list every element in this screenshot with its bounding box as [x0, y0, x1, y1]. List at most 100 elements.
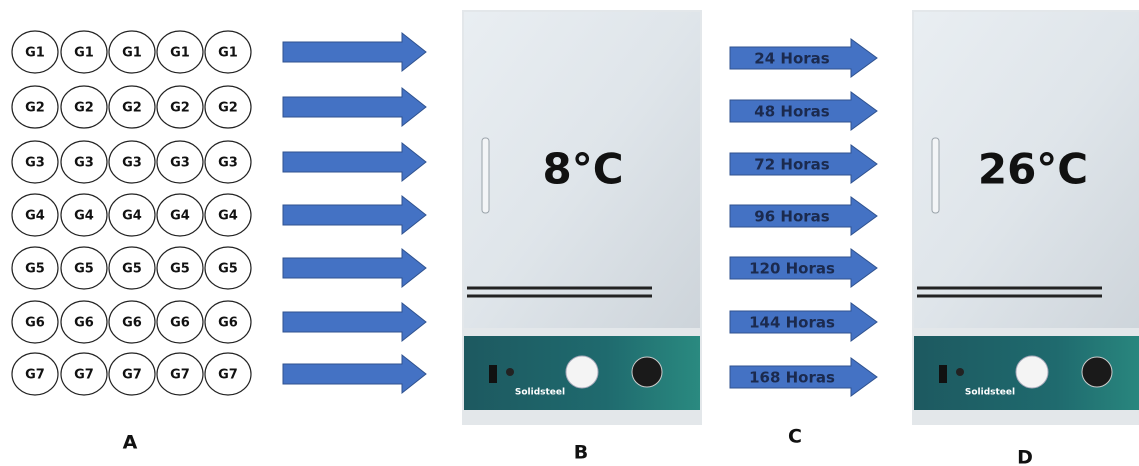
group-label: G1: [25, 46, 45, 61]
gauge: [1016, 356, 1048, 388]
group-label: G1: [122, 46, 142, 61]
group-label: G6: [25, 316, 45, 331]
group-label: G2: [218, 101, 238, 116]
brand: Solidsteel: [515, 388, 565, 398]
group-label: G3: [170, 156, 190, 171]
group-circle: G4: [205, 194, 251, 236]
time-label: 24 Horas: [754, 50, 829, 68]
temperature: 8°C: [542, 145, 623, 194]
group-label: G1: [218, 46, 238, 61]
group-circle: G4: [109, 194, 155, 236]
group-label: G7: [74, 368, 94, 383]
group-circle: G1: [205, 31, 251, 73]
group-circle: G5: [109, 247, 155, 289]
group-circle: G3: [61, 141, 107, 183]
group-circle: G3: [12, 141, 58, 183]
time-label: 72 Horas: [754, 156, 829, 174]
group-label: G2: [25, 101, 45, 116]
group-label: G3: [218, 156, 238, 171]
door-handle: [932, 138, 939, 213]
brand: Solidsteel: [965, 388, 1015, 398]
arrow: [283, 303, 426, 341]
diagram: G1 G1 G1 G1 G1 G2 G2 G2 G2 G2 G3 G3 G3 G3 G3 G4 G4 G4 G4 G4…: [0, 0, 1139, 466]
lamp: [956, 368, 964, 376]
group-circle: G2: [61, 86, 107, 128]
group-label: G6: [122, 316, 142, 331]
group-label: G4: [25, 209, 45, 224]
time-label: 48 Horas: [754, 103, 829, 121]
group-label: G2: [74, 101, 94, 116]
panel-label: D: [1017, 447, 1033, 466]
group-circle: G2: [205, 86, 251, 128]
arrow: [283, 355, 426, 393]
group-circle: G7: [61, 353, 107, 395]
group-label: G6: [170, 316, 190, 331]
switch: [489, 365, 497, 383]
group-circle: G5: [157, 247, 203, 289]
group-label: G7: [122, 368, 142, 383]
group-circle: G1: [12, 31, 58, 73]
time-label: 168 Horas: [749, 369, 835, 387]
group-label: G3: [122, 156, 142, 171]
arrow: [283, 143, 426, 181]
group-label: G4: [74, 209, 94, 224]
group-circle: G1: [109, 31, 155, 73]
group-label: G5: [218, 262, 238, 277]
group-circle: G7: [157, 353, 203, 395]
panel-label: B: [574, 442, 588, 464]
group-label: G7: [25, 368, 45, 383]
lamp: [506, 368, 514, 376]
group-label: G5: [25, 262, 45, 277]
group-circle: G6: [109, 301, 155, 343]
group-circle: G1: [61, 31, 107, 73]
arrow: [283, 196, 426, 234]
group-label: G3: [74, 156, 94, 171]
knob: [1082, 357, 1112, 387]
group-label: G6: [74, 316, 94, 331]
group-circle: G2: [12, 86, 58, 128]
group-label: G4: [122, 209, 142, 224]
switch: [939, 365, 947, 383]
group-circle: G6: [157, 301, 203, 343]
group-label: G2: [122, 101, 142, 116]
arrow: [283, 88, 426, 126]
group-label: G4: [218, 209, 238, 224]
group-circle: G3: [157, 141, 203, 183]
time-label: 120 Horas: [749, 260, 835, 278]
panel-label: C: [788, 426, 802, 448]
group-circle: G6: [12, 301, 58, 343]
group-label: G3: [25, 156, 45, 171]
group-circle: G6: [61, 301, 107, 343]
group-circle: G4: [61, 194, 107, 236]
incubator: Solidsteel 26°C: [912, 10, 1139, 425]
group-label: G2: [170, 101, 190, 116]
group-circle: G1: [157, 31, 203, 73]
group-circle: G6: [205, 301, 251, 343]
group-circle: G4: [157, 194, 203, 236]
group-label: G5: [122, 262, 142, 277]
panel-label: A: [123, 432, 138, 454]
arrow: [283, 249, 426, 287]
group-label: G6: [218, 316, 238, 331]
group-circle: G4: [12, 194, 58, 236]
group-label: G5: [74, 262, 94, 277]
group-circle: G7: [12, 353, 58, 395]
group-circle: G2: [109, 86, 155, 128]
group-label: G1: [74, 46, 94, 61]
group-circle: G3: [205, 141, 251, 183]
gauge: [566, 356, 598, 388]
group-circle: G5: [12, 247, 58, 289]
group-label: G4: [170, 209, 190, 224]
knob: [632, 357, 662, 387]
arrow: [283, 33, 426, 71]
group-label: G5: [170, 262, 190, 277]
door-handle: [482, 138, 489, 213]
time-label: 144 Horas: [749, 314, 835, 332]
group-circle: G5: [205, 247, 251, 289]
group-circle: G2: [157, 86, 203, 128]
group-label: G7: [170, 368, 190, 383]
group-circle: G3: [109, 141, 155, 183]
incubator: Solidsteel 8°C: [462, 10, 702, 425]
temperature: 26°C: [978, 145, 1088, 194]
group-label: G7: [218, 368, 238, 383]
